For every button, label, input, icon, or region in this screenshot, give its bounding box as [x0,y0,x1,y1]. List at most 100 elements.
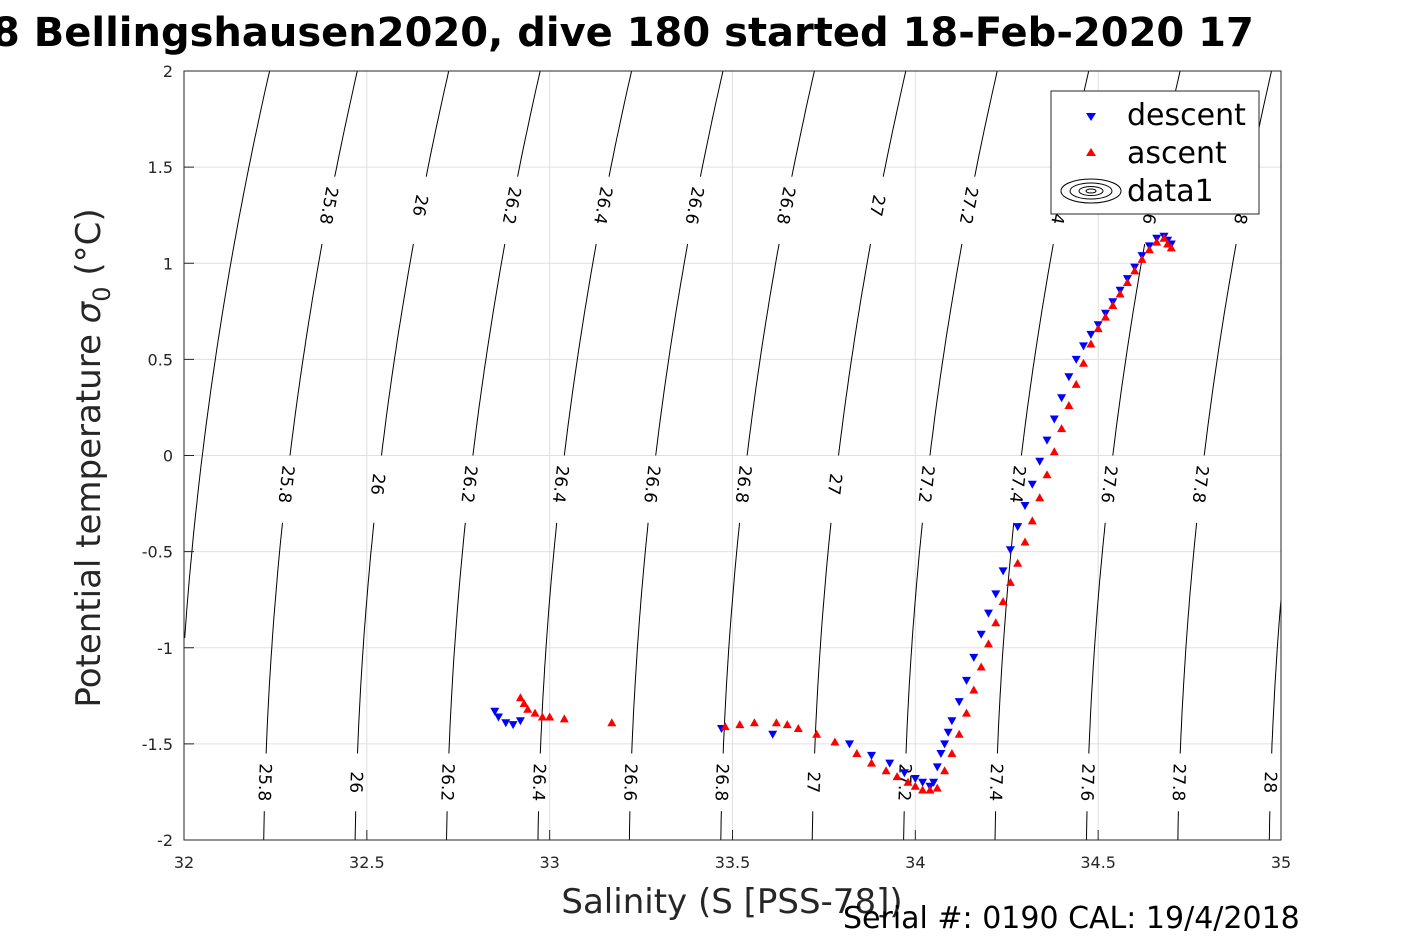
contour-label: 27.6 [1096,464,1120,504]
descent-point [954,698,964,707]
contour-label: 26.6 [680,185,707,226]
y-tick-label: 1 [163,254,173,273]
contour-label: 27 [802,771,823,793]
descent-point [910,775,920,783]
ascent-point [1122,278,1132,286]
ascent-point [947,749,957,757]
ascent-point [1064,401,1074,409]
axis-ticks: 32 32.5 33 33.5 34 34.5 35 -2 -1.5 -1 -0.5 0 0.5 1 1.5… [142,62,1291,872]
ascent-point [881,766,891,775]
x-tick-label: 35 [1271,853,1291,872]
ascent-point [918,785,928,794]
descent-point [1035,457,1045,466]
ascent-point [771,718,781,727]
descent-point [508,721,518,730]
ascent-point [1042,470,1052,479]
descent-point [867,751,876,760]
contour-line [628,70,724,841]
y-tick-label: 1.5 [148,158,173,177]
ascent-point [1108,301,1118,309]
ascent-point [1101,312,1110,321]
ascent-point [559,714,569,723]
ascent-point [1013,558,1023,567]
ascent-point [867,758,876,767]
y-axis-label-sigma: σ [69,300,109,323]
contour-line [811,70,907,841]
ascent-point [1020,537,1030,546]
y-tick-label: -0.5 [142,543,173,562]
contour-label: 26 [345,771,366,793]
descent-point [976,630,986,639]
contour-label: 27.8 [1188,464,1212,504]
chart-title: 8 Bellingshausen2020, dive 180 started 1… [0,10,1254,56]
ascent-point [1093,324,1103,333]
y-tick-label: 0 [163,447,173,466]
contour-line [354,70,450,841]
contour-line [446,70,541,841]
contour-label: 26.4 [548,464,572,504]
contour-line [1177,70,1272,841]
ascent-point [1027,516,1037,525]
x-tick-label: 32.5 [349,853,385,872]
ascent-point [782,720,792,729]
ascent-point [523,704,533,713]
contour-line [1268,599,1282,841]
contour-label: 25.8 [315,185,342,226]
y-axis-label-unit: (°C) [69,208,109,286]
contour-label: 26.2 [436,763,457,801]
descent-point [969,653,979,662]
descent-point [918,778,928,787]
descent-point [1005,546,1015,555]
ascent-point [1079,358,1088,367]
descent-point [1027,480,1037,489]
descent-point [984,609,993,618]
contour-label: 27 [823,472,845,496]
contour-label: 25.8 [274,464,298,504]
ascent-point [720,722,730,731]
contour-line [537,70,633,841]
ascent-point [519,699,529,707]
ascent-point [852,749,862,757]
ascent-point [1035,493,1045,502]
contour-label: 26.2 [498,185,525,226]
ascent-point [1130,266,1140,275]
y-axis-label: Potential temperature σ0 (°C) [69,208,116,707]
ascent-point [1159,233,1169,242]
ascent-point [991,618,1001,627]
contour-label: 26.4 [528,763,549,801]
y-tick-label: -1.5 [142,735,173,754]
legend-data1-label: data1 [1127,174,1214,209]
legend-contour-icon [1060,178,1122,204]
ascent-point [749,718,759,727]
contour-label: 26.8 [772,185,799,226]
x-tick-label: 33.5 [715,853,751,872]
ascent-point [607,718,617,727]
descent-point [962,676,971,685]
x-axis-label: Salinity (S [PSS-78]) [561,882,902,922]
contour-line [263,70,358,841]
ascent-point [793,724,803,732]
descent-point [1013,523,1023,532]
serial-calibration-note: Serial #: 0190 CAL: 19/4/2018 [843,901,1300,936]
contour-label: 27.2 [955,185,982,226]
ascent-point [530,708,540,717]
data-points [490,232,1176,794]
contour-label: 28 [1259,771,1280,793]
descent-point [899,769,909,778]
contour-label: 25.8 [254,763,275,801]
ascent-point [1071,379,1081,388]
legend: descent ascent data1 [1050,90,1260,215]
descent-point [940,740,950,749]
contour-label: 26.2 [456,464,480,504]
contour-label: 26 [408,193,432,218]
y-axis-label-sub: 0 [88,286,116,301]
ascent-point [545,712,555,721]
contour-label: 26.6 [639,464,663,504]
descent-point [929,778,939,787]
contour-label: 26.4 [589,185,616,226]
descent-point [1064,373,1074,382]
descent-point [1057,394,1067,403]
descent-point [1071,355,1081,364]
ascent-point [1005,577,1015,586]
descent-point [998,567,1008,576]
